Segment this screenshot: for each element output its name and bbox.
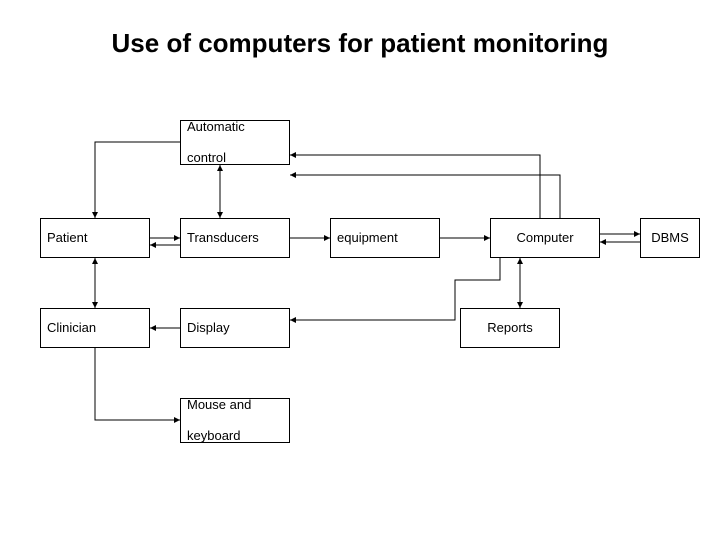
page-title: Use of computers for patient monitoring: [0, 28, 720, 59]
node-mouse-keyboard: Mouse andkeyboard: [180, 398, 290, 443]
node-transducers: Transducers: [180, 218, 290, 258]
node-clinician: Clinician: [40, 308, 150, 348]
node-display: Display: [180, 308, 290, 348]
node-computer: Computer: [490, 218, 600, 258]
node-patient: Patient: [40, 218, 150, 258]
node-dbms: DBMS: [640, 218, 700, 258]
node-equipment: equipment: [330, 218, 440, 258]
node-reports: Reports: [460, 308, 560, 348]
node-automatic-control: Automaticcontrol: [180, 120, 290, 165]
connector-layer: [0, 0, 720, 540]
